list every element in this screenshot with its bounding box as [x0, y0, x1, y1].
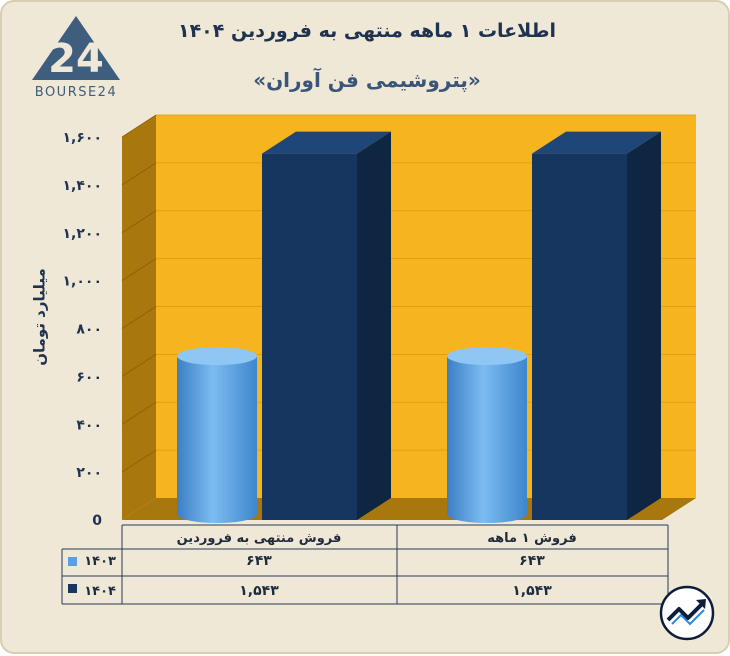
- table-value: ۶۴۳: [246, 553, 272, 569]
- svg-text:BOURSE24: BOURSE24: [35, 85, 117, 100]
- bar-1404-top: [262, 131, 391, 154]
- gridline-side: [121, 354, 157, 377]
- trend-arrow-icon: [658, 584, 716, 646]
- y-tick-label: ۴۰۰: [76, 417, 102, 433]
- legend-swatch: [68, 557, 77, 566]
- gridline-side: [121, 258, 157, 281]
- gridline-side: [121, 210, 157, 234]
- y-tick-label: ۱,۲۰۰: [63, 226, 103, 242]
- bar-1404-top: [532, 131, 661, 154]
- y-axis-label: میلیارد تومان: [10, 257, 70, 377]
- bar-1404-side: [357, 131, 391, 520]
- bar-1403-top: [447, 347, 527, 366]
- svg-text:میلیارد تومان: میلیارد تومان: [31, 268, 49, 366]
- legend-swatch: [68, 584, 77, 593]
- x-category-label: فروش منتهی به فروردین: [177, 531, 342, 546]
- bourse24-logo: 24 BOURSE24: [30, 14, 122, 100]
- chart-title: اطلاعات ۱ ماهه منتهی به فروردین ۱۴۰۴: [177, 20, 556, 42]
- y-tick-label: ۱,۰۰۰: [63, 274, 103, 290]
- chart-subtitle: «پتروشیمی فن آوران»: [253, 68, 481, 92]
- bar-1404: [532, 153, 627, 520]
- table-value: ۱,۵۴۳: [512, 583, 552, 599]
- y-tick-label: ۶۰۰: [76, 369, 102, 385]
- y-tick-label: ۸۰۰: [76, 322, 102, 338]
- bar-1403: [447, 356, 527, 523]
- table-value: ۶۴۳: [519, 553, 545, 569]
- bar-1404-side: [627, 131, 661, 520]
- y-tick-label: ۲۰۰: [76, 465, 102, 481]
- legend-series-name: ۱۴۰۴: [84, 584, 116, 599]
- y-tick-label: ۱,۶۰۰: [63, 130, 103, 146]
- gridline-side: [121, 449, 157, 473]
- gridline-side: [121, 401, 157, 425]
- svg-text:24: 24: [48, 36, 104, 82]
- y-tick-label: ۱,۴۰۰: [63, 178, 103, 194]
- y-tick-label: 0: [92, 513, 102, 529]
- x-category-label: فروش ۱ ماهه: [487, 531, 576, 546]
- bar-1403-top: [177, 347, 257, 366]
- legend-series-name: ۱۴۰۳: [84, 554, 116, 569]
- gridline-side: [121, 306, 157, 329]
- bar-1403: [177, 356, 257, 523]
- gridline-side: [121, 162, 157, 186]
- gridline-side: [121, 114, 157, 138]
- table-value: ۱,۵۴۳: [239, 583, 279, 599]
- bar-1404: [262, 153, 357, 520]
